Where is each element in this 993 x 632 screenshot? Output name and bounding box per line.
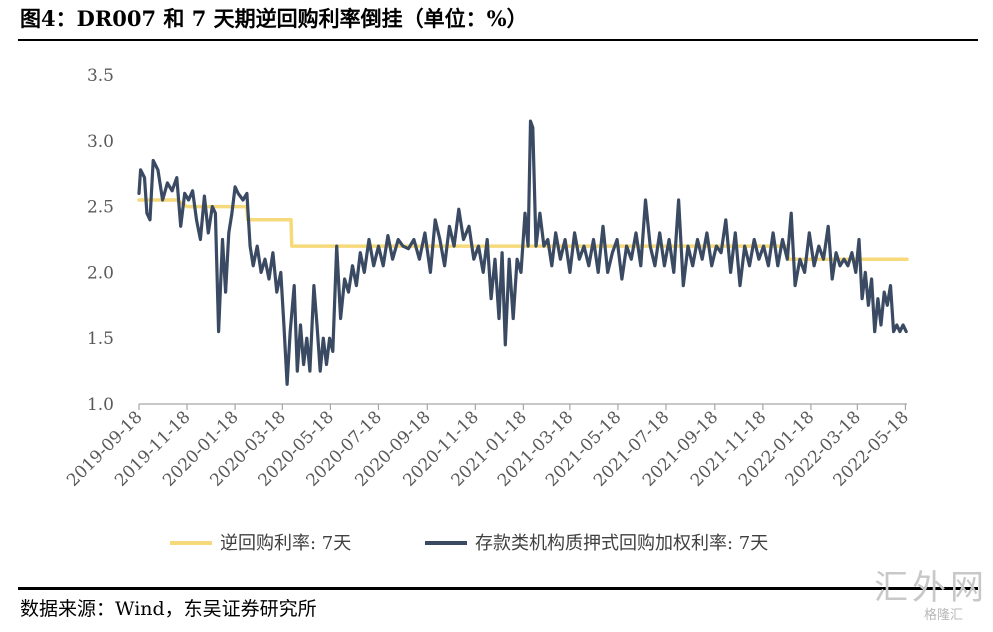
series-layer [137, 119, 909, 386]
x-axis: 2019-09-182019-11-182020-01-182020-03-18… [63, 403, 913, 491]
y-tick-label: 2.5 [87, 198, 114, 218]
y-tick-label: 1.5 [87, 329, 114, 349]
top-rule [18, 39, 978, 41]
legend-label-2: 存款类机构质押式回购加权利率: 7天 [475, 533, 768, 554]
y-tick-label: 2.0 [87, 263, 114, 283]
legend: 逆回购利率: 7天 存款类机构质押式回购加权利率: 7天 [170, 533, 768, 554]
chart: 1.0 1.5 2.0 2.5 3.0 3.5 2019-09-182019-11-182… [63, 66, 913, 554]
legend-label-1: 逆回购利率: 7天 [220, 533, 351, 554]
series-line-2 [137, 119, 908, 386]
watermark-sub: 格隆汇 [924, 608, 964, 623]
source-note: 数据来源：Wind，东吴证券研究所 [20, 598, 317, 620]
y-tick-label: 1.0 [87, 395, 114, 415]
y-tick-label: 3.0 [87, 132, 114, 152]
y-tick-label: 3.5 [87, 66, 114, 86]
bottom-rule [18, 587, 978, 590]
y-axis: 1.0 1.5 2.0 2.5 3.0 3.5 [87, 66, 114, 415]
figure-title: 图4：DR007 和 7 天期逆回购利率倒挂（单位：%） [20, 6, 528, 31]
